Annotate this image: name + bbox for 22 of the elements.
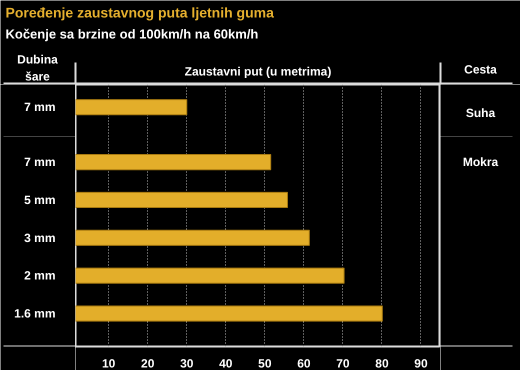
y-tick-label: 7 mm [24,100,56,114]
x-tick-label: 20 [141,356,155,370]
x-tick-label: 10 [102,356,116,370]
x-tick-label: 30 [180,356,194,370]
text: Mokra [462,155,498,170]
x-axis-title: Zaustavni put (u metrima) [184,64,332,78]
y-tick-label: 3 mm [24,230,56,245]
y-tick-label: 7 mm [24,155,56,170]
x-tick-label: 40 [219,356,233,370]
x-tick-label: 60 [297,356,311,370]
chart-title: Poređenje zaustavnog puta ljetnih guma [6,4,274,20]
x-tick-label: 50 [258,356,272,370]
y2-axis-title: Cesta [464,62,498,76]
chart-subtitle: Kočenje sa brzine od 100km/h na 60km/h [6,26,258,42]
y-tick-label: 2 mm [24,268,56,283]
y-tick-label: 5 mm [24,192,56,207]
x-tick-label: 90 [414,356,428,370]
y-axis-title: Dubina šare [17,52,58,84]
x-tick-label: 80 [375,356,389,370]
x-tick-label: 70 [336,356,350,370]
text: Suha [466,106,496,120]
y-tick-label: 1.6 mm [14,306,56,321]
